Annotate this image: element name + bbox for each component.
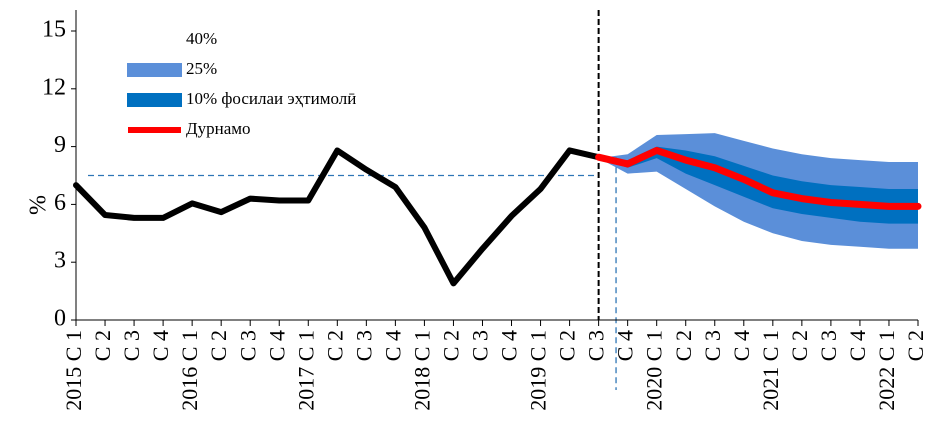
x-tick-label: 2022 C 1: [874, 330, 899, 411]
x-tick-label: 2018 C 1: [409, 330, 434, 411]
actual-line: [73, 147, 602, 287]
legend-label: 25%: [186, 59, 217, 78]
x-tick-label: C 4: [497, 330, 522, 361]
y-tick-label: 0: [54, 306, 66, 332]
x-tick-label: 2015 C 1: [61, 330, 86, 411]
legend-swatch: [127, 33, 182, 47]
x-tick-label: C 2: [90, 330, 115, 361]
y-tick-label: 9: [54, 132, 66, 158]
y-tick-label: 3: [54, 248, 66, 274]
y-axis-label: %: [26, 195, 52, 215]
x-tick-label: C 3: [700, 330, 725, 361]
x-tick-label: C 2: [555, 330, 580, 361]
x-tick-label: C 4: [845, 330, 870, 361]
x-tick-label: C 2: [903, 330, 928, 361]
legend-swatch: [127, 93, 182, 107]
x-tick-label: C 2: [671, 330, 696, 361]
x-tick-label: C 2: [787, 330, 812, 361]
x-tick-label: C 4: [148, 330, 173, 361]
y-tick-label: 12: [42, 74, 66, 100]
y-tick-label: 15: [42, 17, 66, 43]
x-tick-label: C 3: [351, 330, 376, 361]
x-tick-label: 2017 C 1: [293, 330, 318, 411]
x-tick-label: 2021 C 1: [758, 330, 783, 411]
x-tick-label: C 4: [613, 330, 638, 361]
x-tick-label: C 3: [816, 330, 841, 361]
legend-swatch: [127, 63, 182, 77]
x-tick-label: C 2: [206, 330, 231, 361]
legend-label: 10% фосилаи эҳтимолӣ: [186, 89, 356, 108]
legend-label: Дурнамо: [186, 119, 251, 138]
x-tick-label: C 4: [380, 330, 405, 361]
x-tick-label: C 3: [235, 330, 260, 361]
y-tick-label: 6: [54, 190, 66, 216]
x-tick-label: 2020 C 1: [642, 330, 667, 411]
legend-label: 40%: [186, 29, 217, 48]
x-tick-label: C 2: [438, 330, 463, 361]
x-tick-label: C 4: [264, 330, 289, 361]
x-tick-label: C 3: [468, 330, 493, 361]
x-tick-label: C 2: [322, 330, 347, 361]
x-tick-label: 2019 C 1: [526, 330, 551, 411]
x-tick-label: C 3: [584, 330, 609, 361]
x-tick-label: C 3: [119, 330, 144, 361]
x-tick-label: C 4: [729, 330, 754, 361]
x-tick-label: 2016 C 1: [177, 330, 202, 411]
forecast-line: [595, 146, 922, 210]
